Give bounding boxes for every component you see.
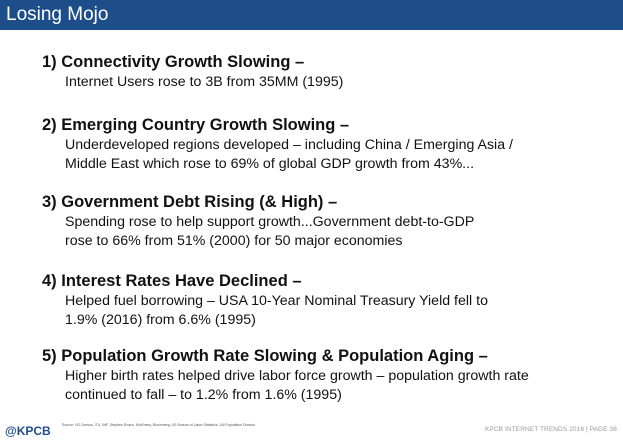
point-heading: 1) Connectivity Growth Slowing – (42, 53, 305, 71)
point-1: 1) Connectivity Growth Slowing – Interne… (42, 53, 612, 92)
title-bar: Losing Mojo (0, 0, 623, 30)
point-heading: 2) Emerging Country Growth Slowing – (42, 116, 350, 134)
point-line: Internet Users rose to 3B from 35MM (199… (65, 74, 344, 90)
point-3: 3) Government Debt Rising (& High) – Spe… (42, 193, 612, 251)
point-line: 1.9% (2016) from 6.6% (1995) (65, 312, 256, 328)
kpcb-logo: @KPCB (5, 424, 51, 438)
point-2: 2) Emerging Country Growth Slowing – Und… (42, 116, 612, 174)
footer-page-info: KPCB INTERNET TRENDS 2016 | PAGE 38 (485, 426, 617, 434)
point-line: rose to 66% from 51% (2000) for 50 major… (65, 233, 403, 249)
point-body: Higher birth rates helped drive labor fo… (42, 367, 612, 405)
slide-title: Losing Mojo (6, 4, 109, 25)
source-note: Source: US Census, ITU, IMF, Stephen Roa… (62, 423, 256, 427)
point-line: Spending rose to help support growth...G… (65, 214, 475, 230)
footer-brand: KPCB INTERNET TRENDS 2016 (484, 426, 585, 433)
point-body: Internet Users rose to 3B from 35MM (199… (42, 73, 612, 92)
footer-separator: | (585, 426, 588, 433)
point-line: Helped fuel borrowing – USA 10-Year Nomi… (65, 293, 488, 309)
point-4: 4) Interest Rates Have Declined – Helped… (42, 272, 612, 330)
point-5: 5) Population Growth Rate Slowing & Popu… (42, 347, 612, 405)
point-body: Helped fuel borrowing – USA 10-Year Nomi… (42, 292, 612, 330)
point-body: Underdeveloped regions developed – inclu… (42, 136, 612, 174)
point-heading: 5) Population Growth Rate Slowing & Popu… (42, 347, 488, 365)
point-line: Higher birth rates helped drive labor fo… (65, 368, 529, 384)
point-line: Underdeveloped regions developed – inclu… (65, 137, 513, 153)
point-line: Middle East which rose to 69% of global … (65, 156, 475, 172)
point-line: continued to fall – to 1.2% from 1.6% (1… (65, 387, 342, 403)
point-heading: 4) Interest Rates Have Declined – (42, 272, 302, 290)
point-heading: 3) Government Debt Rising (& High) – (42, 193, 338, 211)
point-body: Spending rose to help support growth...G… (42, 213, 612, 251)
page-number: PAGE 38 (589, 426, 617, 433)
